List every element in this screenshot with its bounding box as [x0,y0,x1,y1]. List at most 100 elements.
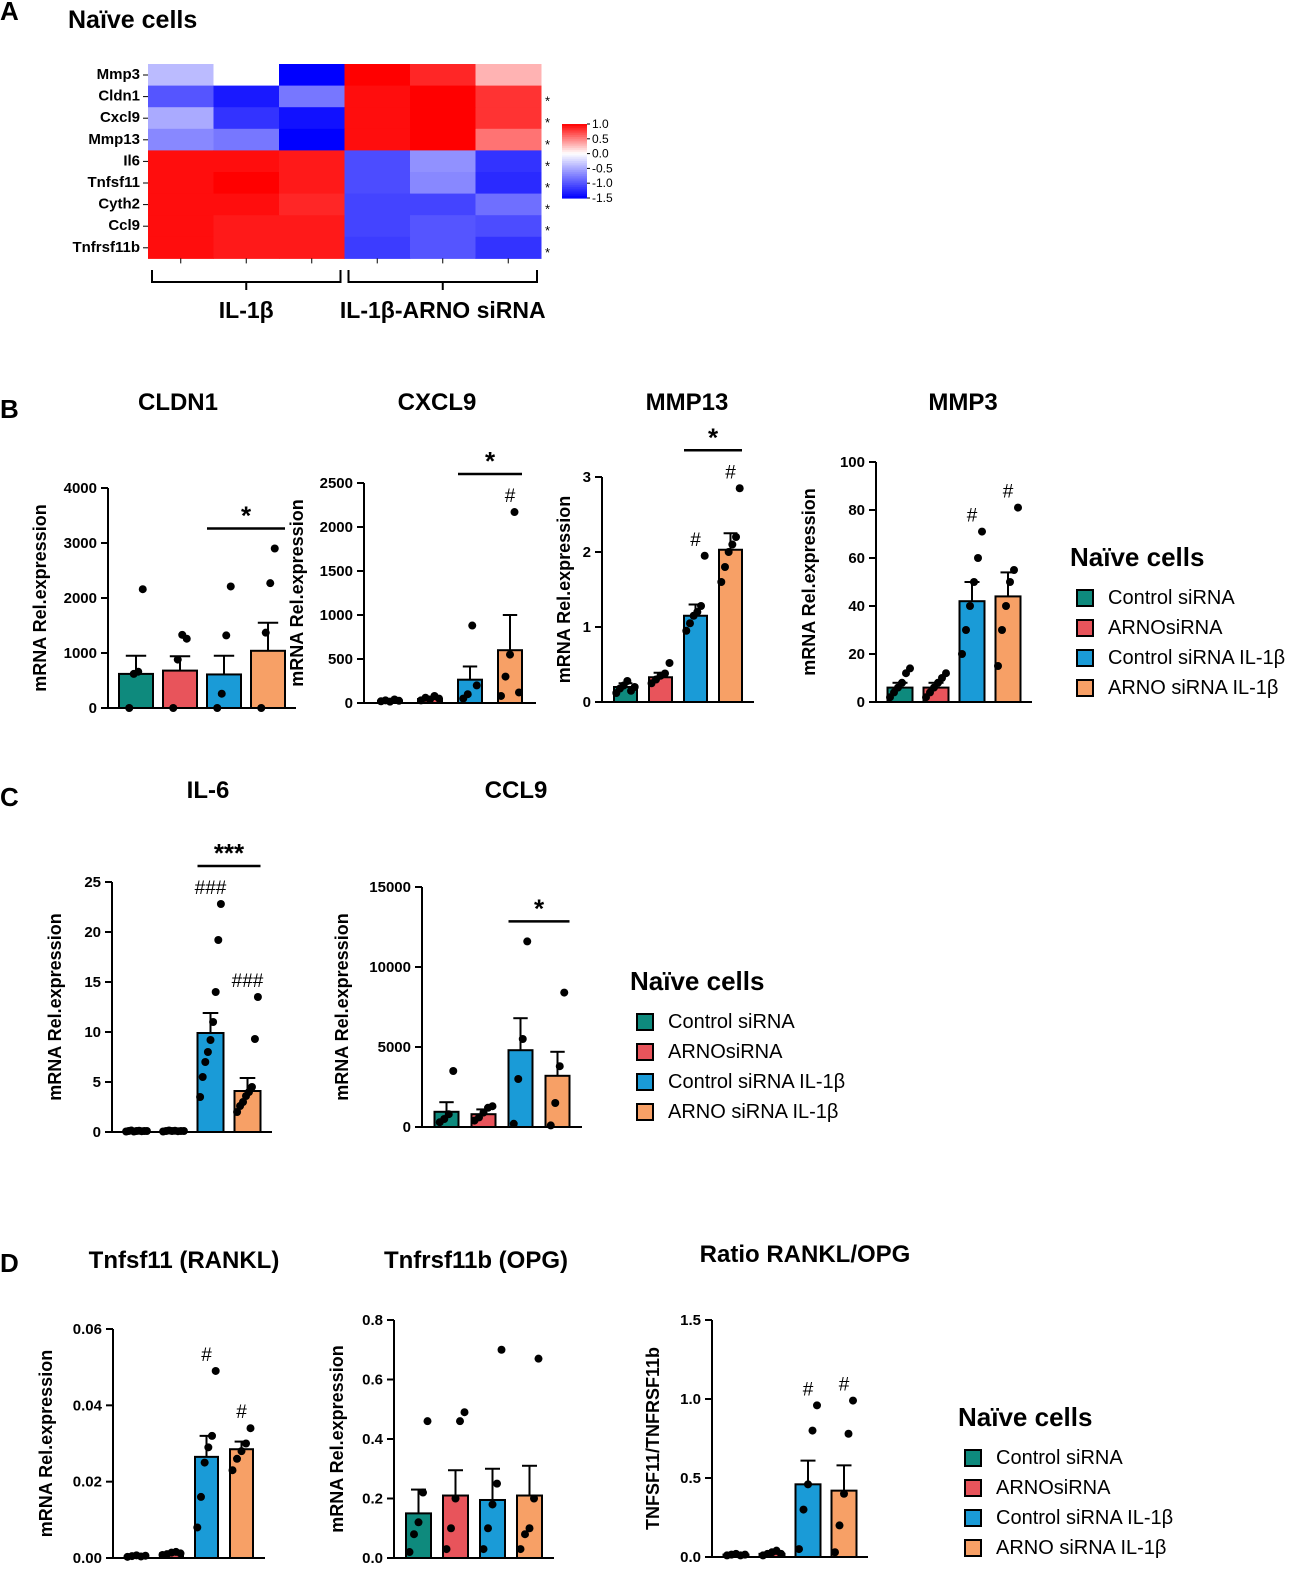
data-point [906,664,914,673]
data-point [974,554,982,562]
heatmap-cell [410,85,476,108]
y-tick-label: 0.02 [73,1474,102,1491]
data-point [214,936,223,944]
heatmap-cell [475,107,542,130]
data-point [555,1062,564,1071]
heatmap-cell [410,107,476,130]
data-point [442,1545,451,1554]
comparison-significance: * [708,422,719,452]
data-point [479,1545,488,1554]
heatmap-cell [475,172,542,195]
chart-rankl: Tnfsf11 (RANKL) mRNA Rel.expression 0.00 0.… [36,1247,279,1567]
data-point [840,1489,848,1498]
legend-item: Control siRNA IL-1β [1070,643,1285,673]
significance-marker: # [1003,482,1014,503]
y-tick-label: 2500 [320,475,353,492]
significance-marker: # [236,1402,247,1423]
data-point [516,1545,525,1554]
data-point [724,548,733,556]
data-point [211,988,220,996]
heatmap-cell [148,85,214,108]
bar [718,548,743,703]
data-point [998,626,1006,634]
data-point [697,602,706,610]
data-point [497,1345,506,1354]
y-tick-label: 4000 [64,480,97,497]
data-point [266,579,275,588]
heatmap-cell [279,85,345,108]
y-tick-label: 20 [84,924,101,941]
heatmap-cell [410,150,476,173]
y-axis-label: mRNA Rel.expression [287,499,307,686]
heatmap-significance-mark: * [545,180,550,195]
y-axis-label: TNFSF11/TNFRSF11b [643,1347,663,1530]
colorbar-segment [562,161,587,164]
y-tick-label: 1000 [64,645,97,662]
heatmap-row-label: Il6 [123,152,140,169]
heatmap-title: Naïve cells [68,6,197,34]
chart-cldn1: CLDN1 mRNA Rel.expression 0 1000 2000 3000 400… [30,389,296,717]
y-axis-label: mRNA Rel.expression [554,496,574,683]
colorbar-segment [562,186,587,190]
heatmap-cell [410,193,476,216]
data-point [685,619,694,628]
data-point [460,1408,469,1417]
heatmap-group-label: IL-1β [219,297,274,323]
data-point [534,1354,543,1363]
data-point [208,1431,217,1440]
y-tick-label: 0 [89,700,97,717]
heatmap-cell [475,215,542,238]
y-tick-label: 0 [345,695,353,712]
y-tick-label: 1500 [320,563,353,580]
data-point [506,650,514,659]
legend-label: ARNO siRNA IL-1β [996,1536,1167,1559]
heatmap-cell [344,215,411,238]
y-tick-label: 60 [848,550,865,567]
data-point [179,1127,188,1135]
colorbar-segment [562,136,587,140]
data-point [623,677,632,685]
colorbar-segment [562,135,587,138]
heatmap-cell [344,236,411,259]
data-point [741,1550,749,1559]
data-point [216,900,225,908]
colorbar-segment [562,124,587,127]
data-point [700,551,709,560]
chart-il6: IL-6 mRNA Rel.expression 0 5 10 15 20 25 ### ### *… [45,777,272,1141]
y-tick-label: 0.0 [362,1550,383,1567]
data-point [962,626,970,634]
data-point [463,690,472,699]
chart-title: CLDN1 [138,389,218,416]
heatmap-significance-mark: * [545,245,550,260]
y-tick-label: 0.6 [362,1372,383,1389]
heatmap-row-label: Tnfrsf11b [72,239,140,256]
heatmap-cell [213,64,280,87]
chart-title: Tnfsf11 (RANKL) [89,1247,280,1274]
heatmap-row-label: Cxcl9 [100,109,140,126]
heatmap-cell [213,128,280,151]
legend-label: Control siRNA IL-1β [996,1506,1174,1529]
y-tick-label: 10 [84,1024,101,1041]
chart-title: IL-6 [187,777,230,804]
colorbar-tick-label: -0.5 [592,161,613,175]
colorbar-segment [562,196,587,199]
colorbar-tick-label: -1.0 [592,176,613,190]
y-tick-label: 0 [93,1124,101,1141]
heatmap: Mmp3 Cldn1 * Cxcl9 * Mmp13 * Il6 * Tnfsf11 * Cyth2 *… [72,64,550,323]
colorbar-segment [562,164,587,168]
data-point [978,527,986,536]
legend-swatch [964,1449,982,1467]
heatmap-row-label: Mmp13 [88,131,140,148]
data-point [804,1480,812,1489]
data-point [233,1108,242,1116]
y-tick-label: 0.04 [73,1397,103,1414]
y-tick-label: 500 [328,651,353,668]
data-point [222,631,231,640]
data-point [493,1479,501,1488]
heatmap-row-label: Tnfsf11 [87,174,140,191]
significance-marker: # [201,1345,212,1366]
y-axis-label: mRNA Rel.expression [45,913,65,1100]
colorbar-segment [562,179,587,182]
chart-title: CCL9 [485,777,548,804]
data-point [193,1523,202,1532]
